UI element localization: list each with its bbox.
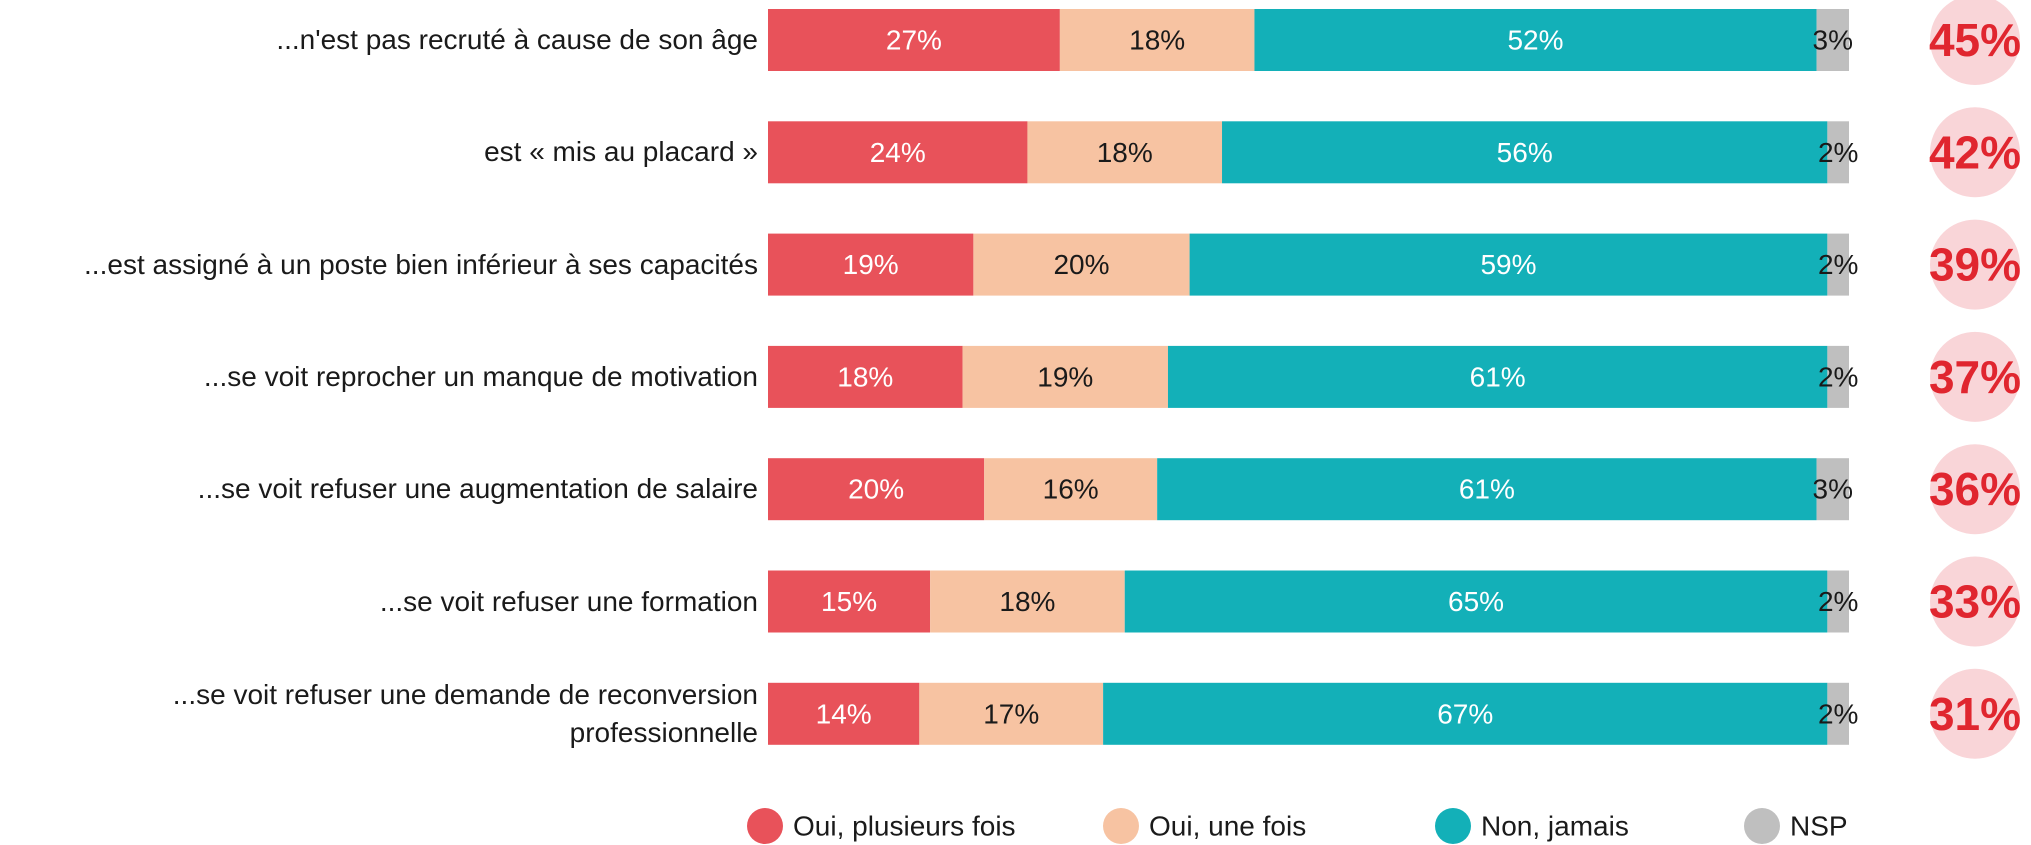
value-label: 20% [1053,249,1109,280]
value-label: 19% [843,249,899,280]
bar-segment [768,345,963,408]
category-label: ...se voit refuser une augmentation de s… [197,473,758,505]
total-label: 45% [1929,14,2021,66]
total-label: 42% [1929,126,2021,178]
value-label: 15% [821,586,877,617]
total-badge [1930,556,2020,647]
value-label: 20% [848,474,904,505]
category-label: ...n'est pas recruté à cause de son âge [276,24,758,55]
bar-segment [973,233,1190,296]
value-label: 18% [837,361,893,392]
bar-segment [984,458,1158,521]
total-badge [1930,107,2020,198]
legend-label: Non, jamais [1481,811,1629,842]
category-label: ...se voit refuser une formation [379,585,758,617]
bar-segment [1827,345,1849,408]
bar-segment [768,458,985,521]
value-label: 24% [870,137,926,168]
category-label: ...est assigné à un poste bien inférieur… [84,248,758,280]
legend-swatch [1435,808,1471,844]
legend-label: Oui, plusieurs fois [793,811,1016,842]
bar-segment [1189,233,1828,296]
bar-segment [1103,682,1828,745]
value-label: 65% [1448,586,1504,617]
value-label: 14% [816,698,872,729]
value-label: 2% [1818,698,1858,729]
bar-segment [1059,9,1255,71]
value-label: 52% [1507,25,1563,56]
bar-segment [1827,233,1849,296]
bar-segment [1827,682,1849,745]
bar-segment [1124,570,1828,633]
value-label: 59% [1480,249,1536,280]
bar-segment [768,121,1028,184]
bar-segment [768,570,931,633]
bar-segment [1816,9,1849,71]
legend-label: Oui, une fois [1149,811,1306,842]
category-label: ...se voit reprocher un manque de motiva… [203,360,758,392]
bar-segment [919,682,1104,745]
total-label: 31% [1929,688,2021,740]
total-badge [1930,444,2020,535]
bar-segment [768,682,920,745]
value-label: 3% [1813,25,1853,56]
bar-segment [930,570,1125,633]
value-label: 56% [1497,137,1553,168]
value-label: 67% [1437,698,1493,729]
total-label: 36% [1929,463,2021,515]
bar-segment [1027,121,1223,184]
bar-segment [768,9,1060,71]
total-badge [1930,668,2020,759]
legend-label: NSP [1790,811,1848,842]
value-label: 18% [1129,25,1185,56]
value-label: 18% [1097,137,1153,168]
value-label: 19% [1037,361,1093,392]
value-label: 18% [999,586,1055,617]
category-label: ...se voit refuser une demande de reconv… [172,678,758,748]
value-label: 2% [1818,249,1858,280]
total-label: 37% [1929,351,2021,403]
value-label: 61% [1470,361,1526,392]
bar-segment [768,233,974,296]
value-label: 3% [1813,474,1853,505]
total-badge [1930,219,2020,310]
bar-segment [1167,345,1828,408]
legend-swatch [1744,808,1780,844]
total-label: 39% [1929,239,2021,291]
value-label: 61% [1459,474,1515,505]
total-badge [1930,331,2020,422]
bar-segment [962,345,1168,408]
bar-segment [1254,9,1817,71]
bar-segment [1816,458,1849,521]
value-label: 16% [1043,474,1099,505]
total-label: 33% [1929,576,2021,628]
legend-swatch [1103,808,1139,844]
bar-segment [1157,458,1817,521]
bar-segment [1827,121,1849,184]
value-label: 2% [1818,361,1858,392]
value-label: 17% [983,698,1039,729]
legend-swatch [747,808,783,844]
value-label: 27% [886,25,942,56]
value-label: 2% [1818,137,1858,168]
value-label: 2% [1818,586,1858,617]
category-label: est « mis au placard » [484,136,758,168]
bar-segment [1222,121,1828,184]
bar-segment [1827,570,1849,633]
total-badge [1930,0,2020,85]
